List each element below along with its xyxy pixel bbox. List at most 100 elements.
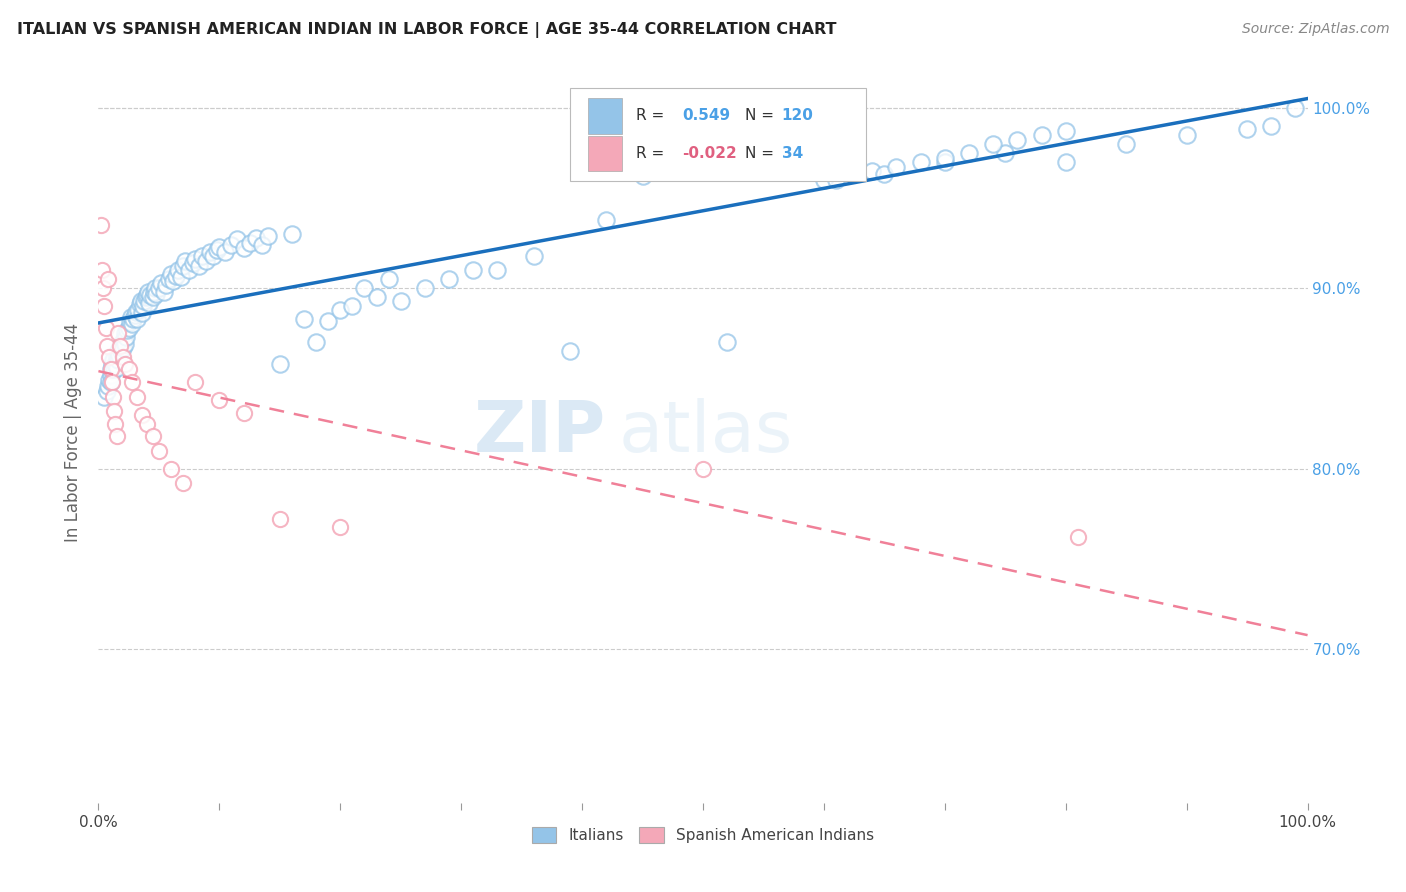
Point [93,299,115,313]
Point [1031,128,1053,142]
Point [595,212,617,227]
Point [1175,128,1198,142]
Point [143,281,166,295]
Point [214,245,236,260]
Point [377,272,399,286]
Point [162,274,184,288]
Point [1007,133,1029,147]
Point [91,281,114,295]
Point [198,245,221,260]
Point [90,218,112,232]
Point [107,344,129,359]
Point [208,393,231,408]
Text: ZIP: ZIP [474,398,606,467]
Point [97,272,120,286]
Point [765,119,787,133]
Point [668,145,690,160]
Point [437,272,460,286]
Point [181,256,204,270]
Point [107,353,129,368]
Point [127,311,149,326]
Point [148,443,170,458]
FancyBboxPatch shape [569,88,866,181]
Point [115,330,138,344]
Point [195,254,218,268]
Point [329,302,352,317]
FancyBboxPatch shape [588,136,621,171]
Point [94,321,117,335]
Point [886,160,908,174]
Point [873,168,896,182]
Point [221,237,243,252]
Text: R =: R = [637,109,669,123]
Point [124,308,146,322]
Point [157,272,180,286]
Point [366,290,388,304]
Point [316,313,339,327]
Point [105,360,128,375]
Point [100,362,122,376]
Point [329,519,352,533]
Point [111,341,134,355]
Text: Source: ZipAtlas.com: Source: ZipAtlas.com [1241,22,1389,37]
Text: 0.549: 0.549 [682,109,731,123]
Point [118,316,141,330]
Point [101,390,124,404]
Point [208,239,231,253]
Point [934,151,956,165]
Point [256,228,278,243]
Point [179,263,201,277]
Point [108,348,131,362]
Point [232,406,254,420]
Point [169,270,191,285]
Point [160,267,183,281]
Point [96,339,118,353]
Point [98,350,121,364]
Point [132,299,155,313]
Point [97,378,120,392]
Point [184,375,207,389]
Point [813,173,835,187]
Point [353,281,375,295]
Point [98,373,121,387]
Y-axis label: In Labor Force | Age 35-44: In Labor Force | Age 35-44 [65,323,83,542]
Point [105,350,128,364]
Point [184,252,207,267]
Point [342,299,364,313]
Text: ITALIAN VS SPANISH AMERICAN INDIAN IN LABOR FORCE | AGE 35-44 CORRELATION CHART: ITALIAN VS SPANISH AMERICAN INDIAN IN LA… [17,22,837,38]
Point [910,154,932,169]
Point [114,337,136,351]
Point [172,260,194,274]
Point [135,417,157,431]
Point [114,357,136,371]
Point [118,362,141,376]
Point [104,417,127,431]
Legend: Italians, Spanish American Indians: Italians, Spanish American Indians [524,820,882,851]
Point [100,368,122,382]
Point [129,293,152,308]
Point [305,335,328,350]
Point [981,136,1004,151]
Point [131,306,153,320]
Point [202,249,225,263]
Point [127,390,149,404]
Point [292,311,315,326]
Point [160,461,183,475]
Point [125,304,148,318]
Point [152,285,174,299]
Point [187,260,209,274]
Point [107,326,129,341]
Point [108,339,131,353]
Point [172,476,194,491]
Point [120,310,142,324]
Point [269,512,291,526]
Point [558,344,581,359]
Point [934,154,956,169]
Text: -0.022: -0.022 [682,146,737,161]
Point [110,344,132,359]
Point [239,235,262,250]
Point [957,145,980,160]
Point [523,249,546,263]
Text: atlas: atlas [619,398,793,467]
Point [108,339,131,353]
